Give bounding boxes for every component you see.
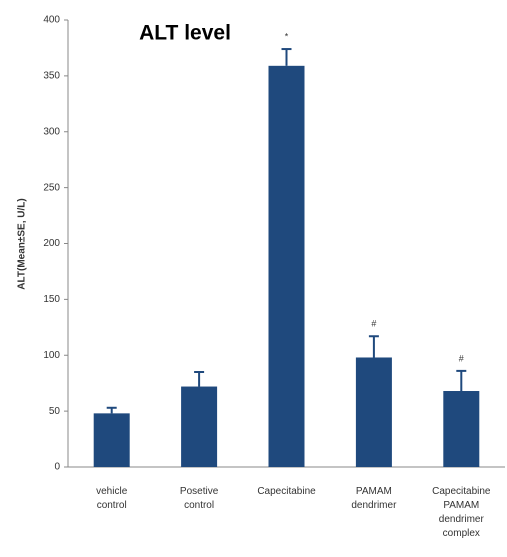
annotation: # [371, 319, 376, 329]
x-tick-label: PAMAM dendrimer [351, 486, 397, 511]
y-tick-label: 150 [43, 294, 60, 305]
bar [355, 357, 392, 467]
bar [181, 386, 218, 467]
y-tick-label: 100 [43, 350, 60, 361]
bar [268, 65, 305, 467]
bar [443, 391, 480, 467]
annotation: * [285, 31, 289, 41]
y-axis-label: ALT(Mean±SE, U/L) [17, 198, 28, 289]
chart-title: ALT level [139, 22, 231, 45]
y-tick-label: 0 [54, 462, 60, 473]
annotation: # [459, 353, 464, 363]
x-tick-label: Capecitabine [257, 486, 316, 497]
y-tick-label: 200 [43, 238, 60, 249]
bar [93, 413, 130, 467]
x-tick-label: Posetive control [180, 486, 219, 511]
y-tick-label: 350 [43, 71, 60, 82]
y-tick-label: 250 [43, 182, 60, 193]
x-tick-label: Capecitabine PAMAM dendrimer complex [432, 486, 491, 539]
x-tick-label: vehicle control [96, 486, 128, 511]
y-tick-label: 400 [43, 15, 60, 26]
y-tick-label: 300 [43, 126, 60, 137]
y-tick-label: 50 [49, 406, 61, 417]
